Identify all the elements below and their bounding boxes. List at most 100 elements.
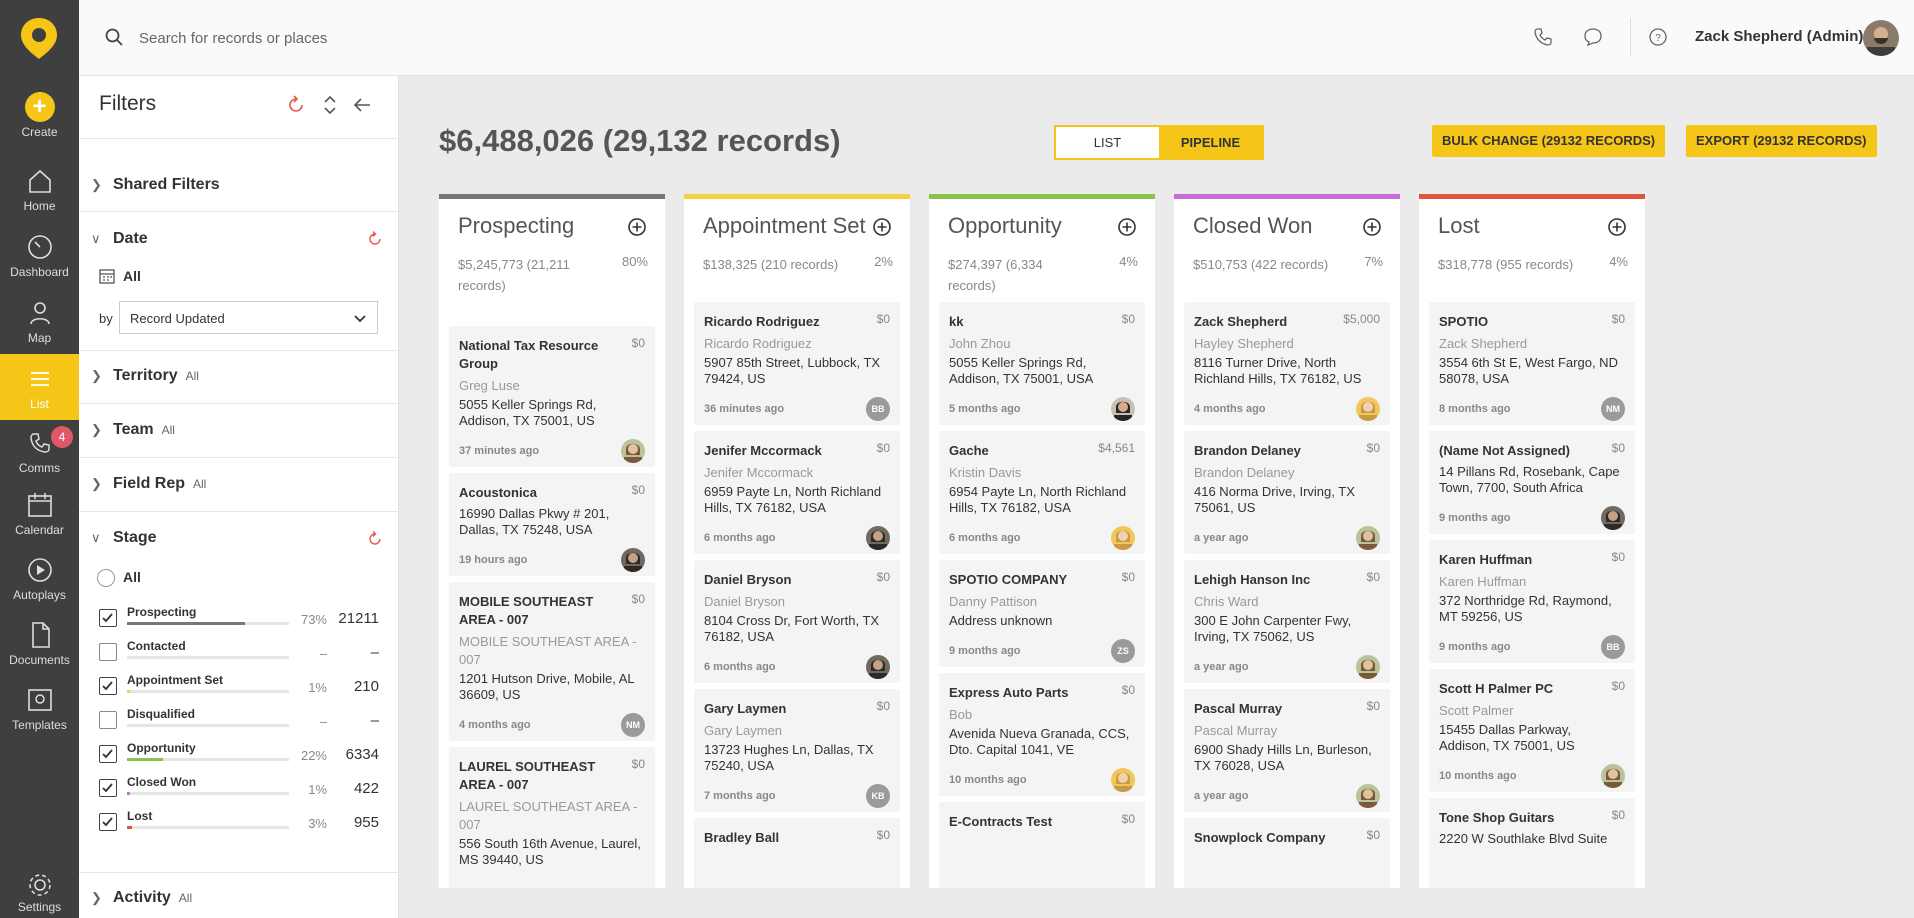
assignee-avatar[interactable] [1111,397,1135,421]
assignee-avatar[interactable]: BB [866,397,890,421]
user-name[interactable]: Zack Shepherd (Admin) [1695,28,1864,45]
record-card[interactable]: kk $0 John Zhou 5055 Keller Springs Rd, Add… [939,302,1145,425]
stage-row[interactable]: Appointment Set 1% 210 [99,671,389,699]
date-reset-icon[interactable] [366,230,384,248]
territory-section[interactable]: ❯ Territory All [91,367,199,385]
record-card[interactable]: Gary Laymen $0 Gary Laymen 13723 Hughes Ln,… [694,689,900,812]
list-view-button[interactable]: LIST [1093,135,1122,150]
record-card[interactable]: SPOTIO $0 Zack Shepherd 3554 6th St E, West… [1429,302,1635,425]
record-card[interactable]: E-Contracts Test $0 [939,802,1145,888]
stage-row[interactable]: Lost 3% 955 [99,807,389,835]
checkbox-checked-icon[interactable] [99,813,117,831]
stage-row[interactable]: Prospecting 73% 21211 [99,603,389,631]
bulk-change-button[interactable]: BULK CHANGE (29132 RECORDS) [1432,125,1666,157]
nav-documents[interactable]: Documents [0,620,79,684]
assignee-avatar[interactable]: NM [1601,397,1625,421]
record-card[interactable]: (Name Not Assigned) $0 14 Pillans Rd, Rose… [1429,431,1635,534]
assignee-avatar[interactable] [621,439,645,463]
shared-filters-section[interactable]: ❯ Shared Filters [91,176,220,194]
nav-home[interactable]: Home [0,166,79,230]
assignee-avatar[interactable] [866,526,890,550]
checkbox-checked-icon[interactable] [99,677,117,695]
activity-section[interactable]: ❯ Activity All [91,889,192,907]
assignee-avatar[interactable] [1356,526,1380,550]
nav-list[interactable]: List [0,354,79,420]
arrow-left-icon[interactable] [351,94,373,116]
record-card[interactable]: MOBILE SOUTHEAST AREA - 007 $0 MOBILE SOUT… [449,582,655,741]
stage-reset-icon[interactable] [366,530,384,548]
checkbox-icon[interactable] [99,643,117,661]
record-card[interactable]: Pascal Murray $0 Pascal Murray 6900 Shady H… [1184,689,1390,812]
record-card[interactable]: Daniel Bryson $0 Daniel Bryson 8104 Cross D… [694,560,900,683]
reset-icon[interactable] [285,94,307,116]
add-circle-icon[interactable] [1607,217,1627,237]
record-card[interactable]: Ricardo Rodriguez $0 Ricardo Rodriguez 5907… [694,302,900,425]
record-card[interactable]: Tone Shop Guitars $0 2220 W Southlake Blvd… [1429,798,1635,888]
assignee-avatar[interactable] [1601,764,1625,788]
nav-settings[interactable]: Settings [0,870,79,918]
add-circle-icon[interactable] [872,217,892,237]
assignee-avatar[interactable] [1356,397,1380,421]
assignee-avatar[interactable] [1111,526,1135,550]
record-card[interactable]: Snowplock Company $0 [1184,818,1390,888]
stage-section[interactable]: ∨ Stage [91,529,157,547]
record-card[interactable]: Express Auto Parts $0 Bob Avenida Nueva Gra… [939,673,1145,796]
add-circle-icon[interactable] [1362,217,1382,237]
record-card[interactable]: Brandon Delaney $0 Brandon Delaney 416 Norm… [1184,431,1390,554]
nav-templates[interactable]: Templates [0,685,79,749]
stage-row[interactable]: Closed Won 1% 422 [99,773,389,801]
stage-all-radio[interactable]: All [97,569,141,588]
search-icon[interactable] [105,28,123,46]
assignee-avatar[interactable]: NM [621,713,645,737]
user-avatar[interactable] [1863,20,1899,56]
stage-row[interactable]: Contacted – – [99,637,389,665]
checkbox-checked-icon[interactable] [99,745,117,763]
nav-autoplays[interactable]: Autoplays [0,555,79,619]
export-button[interactable]: EXPORT (29132 RECORDS) [1686,125,1877,157]
record-card[interactable]: Lehigh Hanson Inc $0 Chris Ward 300 E John … [1184,560,1390,683]
add-circle-icon[interactable] [1117,217,1137,237]
record-card[interactable]: Zack Shepherd $5,000 Hayley Shepherd 8116 T… [1184,302,1390,425]
stage-row[interactable]: Disqualified – – [99,705,389,733]
search-input[interactable] [139,24,639,52]
pipeline-view-button[interactable]: PIPELINE [1159,127,1262,158]
record-card[interactable]: Gache $4,561 Kristin Davis 6954 Payte Ln, N… [939,431,1145,554]
help-icon[interactable]: ? [1647,26,1669,48]
checkbox-checked-icon[interactable] [99,779,117,797]
expand-collapse-icon[interactable] [319,94,341,116]
assignee-avatar[interactable] [1356,784,1380,808]
assignee-avatar[interactable] [1601,506,1625,530]
nav-map[interactable]: Map [0,298,79,362]
assignee-avatar[interactable] [1111,768,1135,792]
stage-row[interactable]: Opportunity 22% 6334 [99,739,389,767]
record-card[interactable]: Scott H Palmer PC $0 Scott Palmer 15455 Dal… [1429,669,1635,792]
nav-create[interactable]: + Create [0,92,79,156]
nav-dashboard[interactable]: Dashboard [0,232,79,296]
assignee-avatar[interactable]: ZS [1111,639,1135,663]
assignee-avatar[interactable] [621,548,645,572]
date-by-select[interactable]: Record Updated [119,301,378,334]
spotio-logo[interactable] [19,16,59,60]
chat-icon[interactable] [1582,26,1604,48]
date-section[interactable]: ∨ Date [91,230,148,248]
record-card[interactable]: Jenifer Mccormack $0 Jenifer Mccormack 6959… [694,431,900,554]
record-card[interactable]: National Tax Resource Group $0 Greg Luse 50… [449,326,655,467]
checkbox-checked-icon[interactable] [99,609,117,627]
phone-icon[interactable] [1532,26,1554,48]
field-rep-section[interactable]: ❯ Field Rep All [91,475,206,493]
assignee-avatar[interactable]: KB [866,784,890,808]
record-card[interactable]: LAUREL SOUTHEAST AREA - 007 $0 LAUREL SOUT… [449,747,655,888]
record-card[interactable]: Acoustonica $0 16990 Dallas Pkwy # 201, Da… [449,473,655,576]
assignee-avatar[interactable] [866,655,890,679]
record-card[interactable]: Bradley Ball $0 [694,818,900,888]
nav-calendar[interactable]: Calendar [0,490,79,554]
record-card[interactable]: Karen Huffman $0 Karen Huffman 372 Northrid… [1429,540,1635,663]
assignee-avatar[interactable] [1356,655,1380,679]
checkbox-icon[interactable] [99,711,117,729]
team-section[interactable]: ❯ Team All [91,421,175,439]
assignee-avatar[interactable]: BB [1601,635,1625,659]
add-circle-icon[interactable] [627,217,647,237]
chevron-right-icon: ❯ [91,422,102,437]
nav-comms[interactable]: 4 Comms [0,426,79,492]
record-card[interactable]: SPOTIO COMPANY $0 Danny Pattison Address un… [939,560,1145,667]
